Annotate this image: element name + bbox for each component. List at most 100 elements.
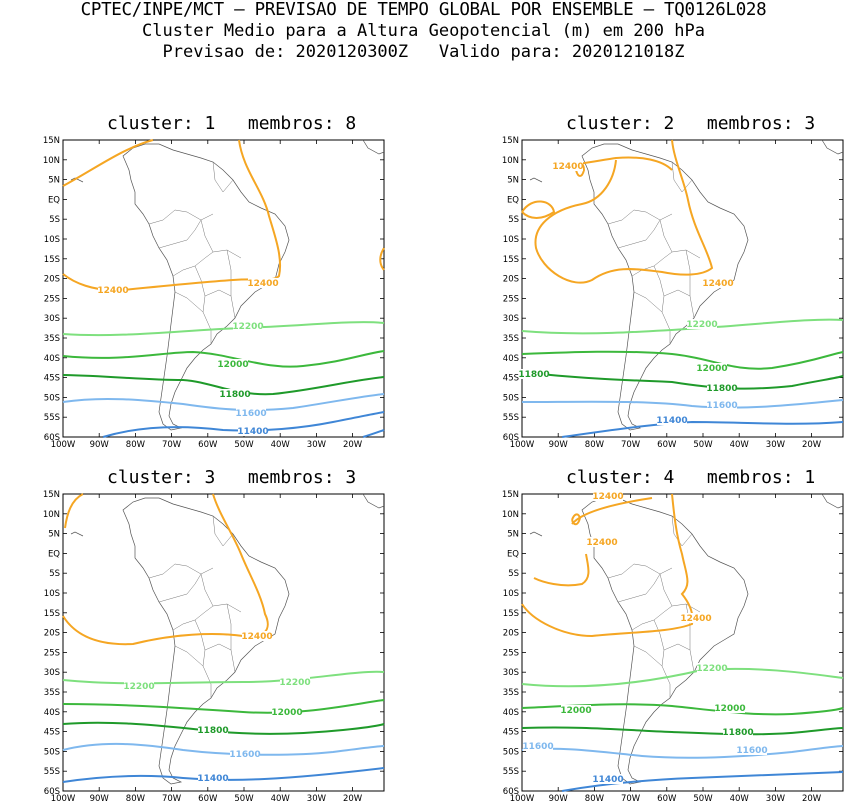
africa-coastline [362, 139, 385, 155]
country-border [226, 249, 232, 296]
contour-label: 12400 [586, 538, 617, 548]
header-line-3: Previsao de: 2020120300Z Valido para: 20… [162, 42, 685, 62]
lat-label: 45S [503, 728, 519, 738]
contour-label-bg [198, 773, 228, 783]
contour-label: 12200 [279, 678, 310, 688]
coastline [122, 143, 290, 431]
lat-label: 10S [503, 589, 519, 599]
country-border [617, 219, 661, 249]
lat-label: 20S [503, 275, 519, 285]
contour-12400 [533, 553, 590, 587]
map-panel-1: 15N 10N 5N EQ 5S 10S 15S 20S 25S 30S 35S 40S 45S 50S 5… [43, 136, 385, 450]
lat-label: 5N [507, 176, 519, 186]
lat-label: 35S [44, 334, 60, 344]
lon-label: 90W [549, 794, 569, 803]
contour-label: 11600 [706, 401, 737, 411]
contour-label: 11800 [722, 728, 753, 738]
country-border [653, 619, 665, 667]
lon-label: 60W [657, 794, 677, 803]
contour-label-bg [697, 363, 727, 373]
lat-label: 10S [44, 235, 60, 245]
contour-12000 [62, 699, 385, 714]
contour-label-bg [230, 749, 260, 759]
country-border [633, 291, 671, 344]
contour-label: 11400 [592, 775, 623, 785]
panel-4-title: cluster: 4 membros: 1 [566, 467, 816, 488]
lat-label: 50S [44, 747, 60, 757]
contour-label-bg [236, 408, 266, 418]
coastline [581, 497, 749, 785]
contour-12400 [521, 200, 556, 219]
map-panel-3: 15N 10N 5N EQ 5S 10S 15S 20S 25S 30S 35S 40S 45S 50S 5… [43, 490, 385, 803]
contour-label: 11400 [237, 427, 268, 437]
lat-label: 35S [44, 688, 60, 698]
contour-11600 [62, 393, 385, 412]
contour-label-bg [593, 491, 623, 501]
contour-label-bg [242, 631, 272, 641]
contour-label-bg [553, 161, 583, 171]
lon-label: 70W [621, 440, 641, 450]
lat-label: 20S [44, 629, 60, 639]
lat-label: 25S [44, 648, 60, 658]
map-frame [62, 493, 385, 792]
lat-label: 50S [503, 393, 519, 403]
contour-11400 [362, 429, 385, 438]
contour-label-bg [703, 278, 733, 288]
lon-label: 60W [657, 440, 677, 450]
contour-label-bg [681, 613, 711, 623]
contour-label: 12400 [592, 492, 623, 502]
lon-label: 80W [585, 440, 605, 450]
contour-label: 11800 [706, 384, 737, 394]
contour-label-bg [523, 741, 553, 751]
lon-label: 90W [90, 794, 110, 803]
lat-label: 5N [48, 176, 60, 186]
lat-label: 60S [503, 787, 519, 797]
lat-label: 50S [44, 393, 60, 403]
lon-label: 30W [766, 794, 786, 803]
lat-label: 30S [503, 668, 519, 678]
lat-label: 5N [507, 530, 519, 540]
lat-label: 50S [503, 747, 519, 757]
contour-label-bg [707, 383, 737, 393]
country-border [148, 209, 214, 225]
lat-label: 5N [48, 530, 60, 540]
lat-label: 60S [44, 787, 60, 797]
contour-11400 [561, 420, 844, 438]
lon-label: 80W [126, 440, 146, 450]
country-border [200, 573, 214, 607]
contour-11800 [62, 374, 385, 396]
lat-label: 45S [44, 728, 60, 738]
contour-12400 [571, 497, 653, 525]
country-border [659, 219, 673, 253]
contour-label: 12400 [97, 286, 128, 296]
contour-label-bg [687, 319, 717, 329]
country-border [671, 161, 693, 193]
header-line-2: Cluster Medio para a Altura Geopotencial… [142, 21, 705, 41]
contour-11400 [62, 767, 385, 783]
lat-label: 35S [503, 334, 519, 344]
country-border [659, 573, 673, 607]
map-panel-2: 15N 10N 5N EQ 5S 10S 15S 20S 25S 30S 35S 40S 45S 50S 5… [502, 136, 844, 450]
lon-label: 20W [343, 794, 363, 803]
contour-label: 12200 [123, 682, 154, 692]
lat-label: 35S [503, 688, 519, 698]
contour-label: 11400 [197, 774, 228, 784]
lat-label: 55S [44, 767, 60, 777]
contour-label-bg [707, 400, 737, 410]
lon-label: 40W [271, 794, 291, 803]
lat-label: 15N [43, 490, 60, 500]
africa-coastline [362, 493, 385, 509]
contour-label: 11600 [522, 742, 553, 752]
contour-label-bg [587, 537, 617, 547]
contour-label: 11600 [229, 750, 260, 760]
lon-label: 40W [271, 440, 291, 450]
contour-label: 12000 [217, 360, 248, 370]
lat-label: 55S [44, 413, 60, 423]
contour-label: 12400 [241, 632, 272, 642]
contour-11800 [62, 721, 385, 735]
lat-label: 5S [49, 215, 60, 225]
lon-label: 100W [51, 794, 76, 803]
lat-label: 25S [503, 648, 519, 658]
lat-label: EQ [48, 195, 60, 205]
